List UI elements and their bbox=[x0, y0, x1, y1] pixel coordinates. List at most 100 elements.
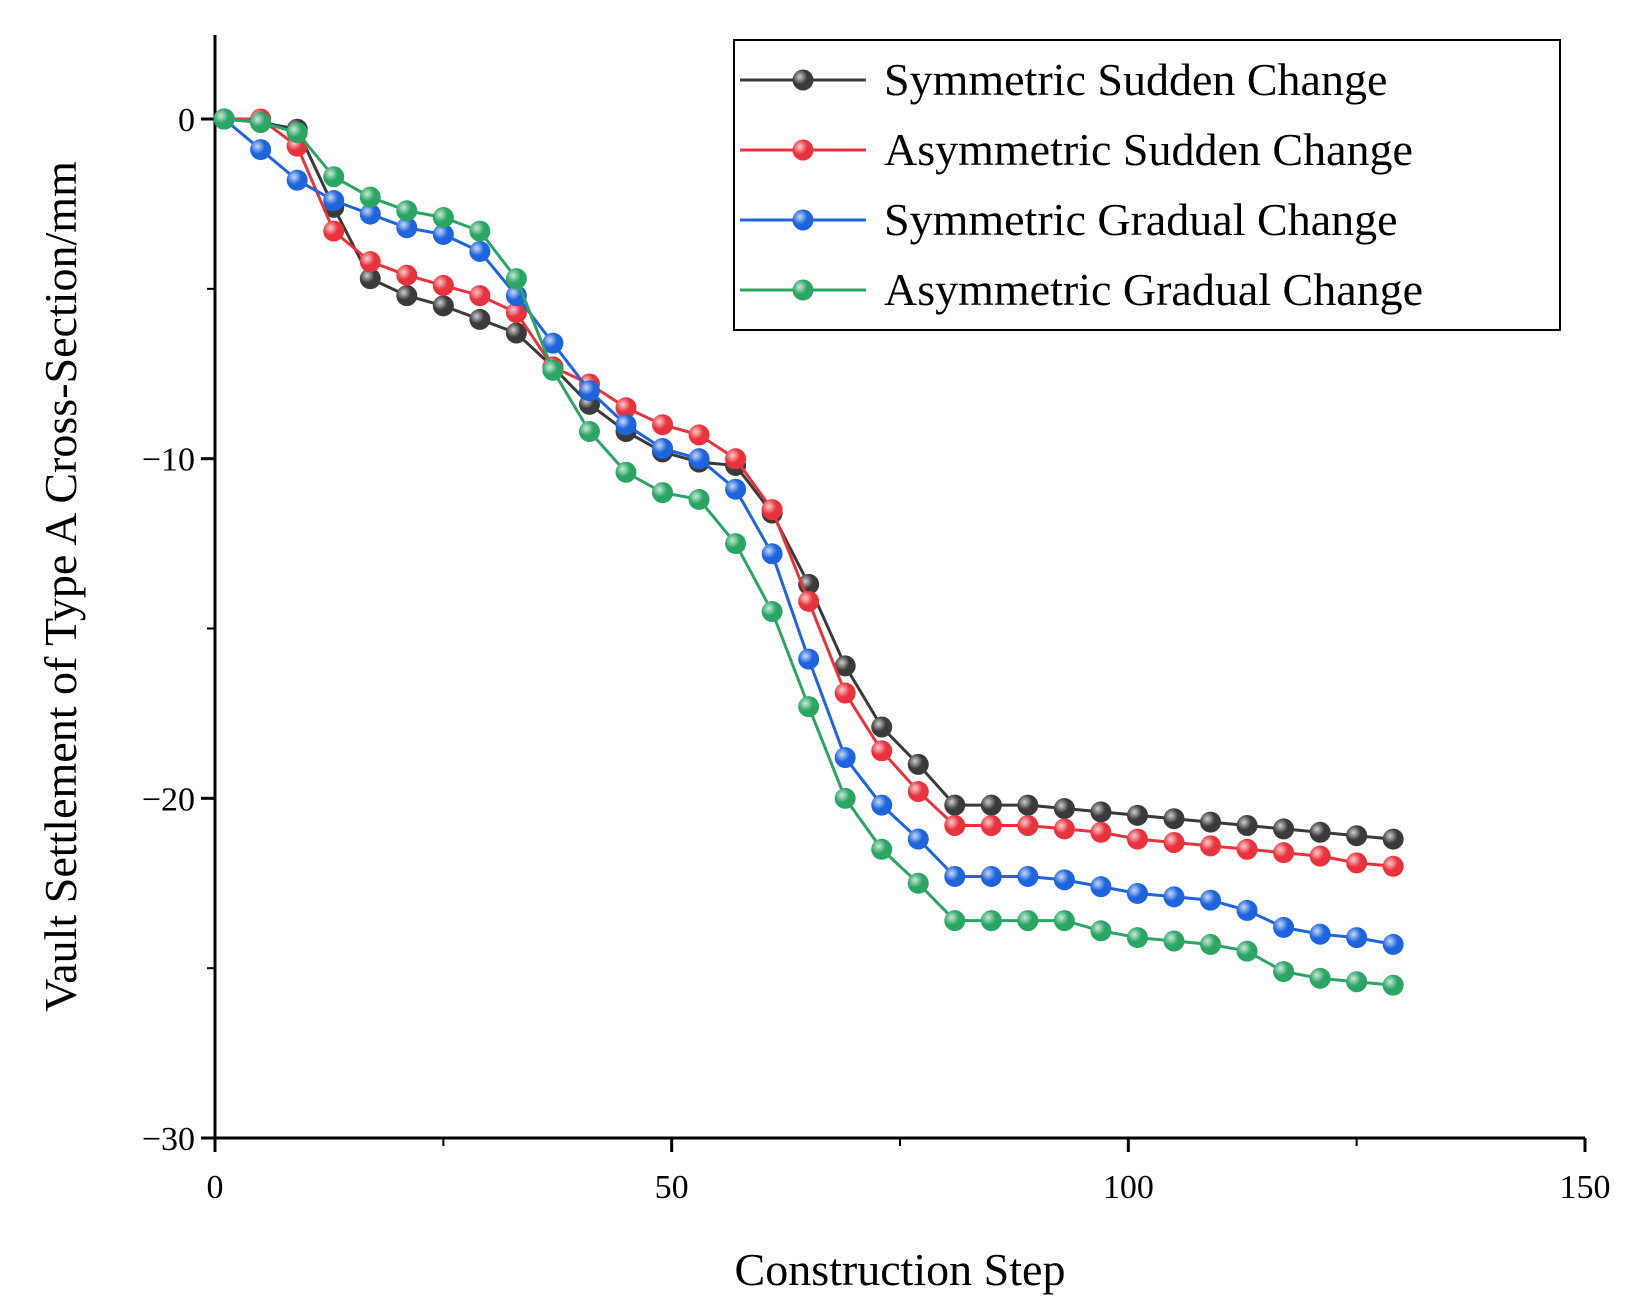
data-point bbox=[1017, 794, 1039, 816]
data-point bbox=[1236, 899, 1258, 921]
data-point bbox=[505, 302, 527, 324]
data-point bbox=[980, 794, 1002, 816]
series-1 bbox=[213, 108, 1404, 877]
data-point bbox=[1090, 821, 1112, 843]
data-point bbox=[432, 274, 454, 296]
data-point bbox=[1163, 831, 1185, 853]
legend-marker bbox=[792, 209, 814, 231]
data-point bbox=[469, 240, 491, 262]
data-point bbox=[396, 264, 418, 286]
data-point bbox=[505, 322, 527, 344]
data-point bbox=[1126, 882, 1148, 904]
data-point bbox=[688, 424, 710, 446]
legend-item: Symmetric Gradual Change bbox=[740, 194, 1398, 245]
data-point bbox=[1090, 876, 1112, 898]
data-point bbox=[359, 251, 381, 273]
data-point bbox=[834, 747, 856, 769]
series-3 bbox=[213, 108, 1404, 996]
legend-label: Symmetric Sudden Change bbox=[884, 54, 1387, 105]
data-point bbox=[1273, 842, 1295, 864]
data-point bbox=[469, 220, 491, 242]
data-point bbox=[323, 220, 345, 242]
data-point bbox=[944, 815, 966, 837]
data-point bbox=[1346, 971, 1368, 993]
data-point bbox=[1163, 886, 1185, 908]
data-point bbox=[323, 166, 345, 188]
data-point bbox=[834, 655, 856, 677]
data-point bbox=[1053, 818, 1075, 840]
data-point bbox=[1309, 967, 1331, 989]
data-point bbox=[907, 753, 929, 775]
data-point bbox=[907, 872, 929, 894]
data-point bbox=[432, 207, 454, 229]
data-point bbox=[944, 794, 966, 816]
legend-item: Asymmetric Gradual Change bbox=[740, 264, 1423, 315]
data-point bbox=[944, 910, 966, 932]
data-point bbox=[652, 482, 674, 504]
data-point bbox=[1163, 930, 1185, 952]
data-point bbox=[1017, 815, 1039, 837]
data-point bbox=[1200, 933, 1222, 955]
data-point bbox=[1090, 801, 1112, 823]
data-point bbox=[1346, 852, 1368, 874]
data-point bbox=[688, 488, 710, 510]
data-point bbox=[396, 285, 418, 307]
data-point bbox=[1200, 835, 1222, 857]
data-point bbox=[871, 794, 893, 816]
legend-label: Asymmetric Sudden Change bbox=[884, 124, 1413, 175]
data-point bbox=[761, 543, 783, 565]
data-point bbox=[1126, 927, 1148, 949]
data-point bbox=[359, 203, 381, 225]
data-point bbox=[1309, 821, 1331, 843]
data-point bbox=[1309, 923, 1331, 945]
data-point bbox=[652, 437, 674, 459]
data-point bbox=[286, 169, 308, 191]
data-point bbox=[1273, 961, 1295, 983]
series-layer bbox=[213, 108, 1404, 996]
data-point bbox=[469, 285, 491, 307]
data-point bbox=[1053, 910, 1075, 932]
data-point bbox=[323, 190, 345, 212]
data-point bbox=[615, 397, 637, 419]
data-point bbox=[432, 295, 454, 317]
data-point bbox=[1017, 865, 1039, 887]
data-point bbox=[250, 111, 272, 133]
data-point bbox=[688, 448, 710, 470]
data-point bbox=[213, 108, 235, 130]
data-point bbox=[1017, 910, 1039, 932]
data-point bbox=[871, 740, 893, 762]
data-point bbox=[871, 838, 893, 860]
y-tick-label: −30 bbox=[142, 1121, 195, 1158]
data-point bbox=[798, 648, 820, 670]
data-point bbox=[980, 910, 1002, 932]
data-point bbox=[1053, 798, 1075, 820]
data-point bbox=[907, 781, 929, 803]
data-point bbox=[1200, 811, 1222, 833]
data-point bbox=[1273, 818, 1295, 840]
data-point bbox=[1053, 869, 1075, 891]
data-point bbox=[578, 380, 600, 402]
data-point bbox=[980, 815, 1002, 837]
data-point bbox=[432, 223, 454, 245]
data-point bbox=[1126, 804, 1148, 826]
data-point bbox=[1090, 920, 1112, 942]
y-tick-label: −20 bbox=[142, 781, 195, 818]
legend-box bbox=[733, 39, 1561, 331]
legend-marker bbox=[792, 279, 814, 301]
y-tick-label: −10 bbox=[142, 442, 195, 479]
series-2 bbox=[213, 108, 1404, 955]
y-tick-label: 0 bbox=[178, 102, 195, 139]
x-tick-label: 100 bbox=[1103, 1169, 1154, 1206]
data-point bbox=[505, 268, 527, 290]
data-point bbox=[1200, 889, 1222, 911]
legend-item: Asymmetric Sudden Change bbox=[740, 124, 1413, 175]
x-axis-title: Construction Step bbox=[735, 1244, 1066, 1295]
legend: Symmetric Sudden Change Asymmetric Sudden… bbox=[733, 39, 1561, 331]
data-point bbox=[834, 787, 856, 809]
data-point bbox=[542, 332, 564, 354]
data-point bbox=[725, 448, 747, 470]
data-point bbox=[250, 139, 272, 161]
data-point bbox=[725, 478, 747, 500]
data-point bbox=[761, 499, 783, 521]
